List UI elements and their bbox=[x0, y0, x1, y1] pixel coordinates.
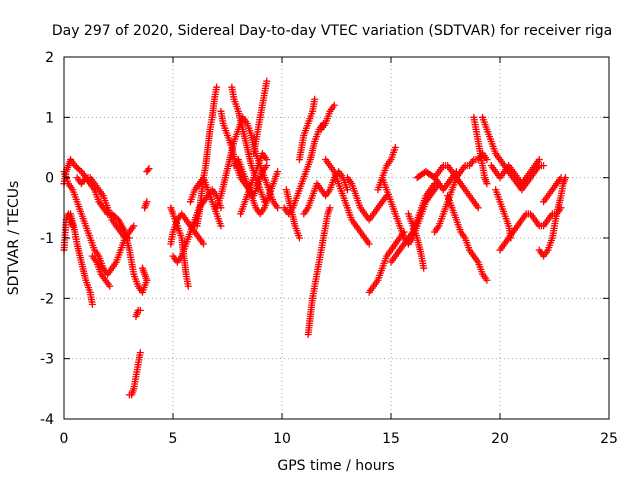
data-point bbox=[217, 222, 225, 230]
y-axis-label: SDTVAR / TECUs bbox=[6, 181, 22, 296]
y-tick-label: -1 bbox=[40, 231, 54, 247]
y-tick-label: -3 bbox=[40, 352, 54, 368]
series-track-44 bbox=[535, 174, 569, 260]
data-point bbox=[295, 234, 303, 242]
series-track-13 bbox=[167, 204, 192, 290]
series-track-22 bbox=[237, 150, 271, 218]
series-track-30 bbox=[343, 174, 391, 224]
series-track-24 bbox=[280, 119, 327, 218]
data-point bbox=[326, 204, 334, 212]
series-track-04 bbox=[67, 210, 96, 308]
data-point bbox=[73, 163, 81, 171]
data-point bbox=[557, 174, 565, 182]
data-point bbox=[483, 156, 491, 164]
series-track-15 bbox=[193, 83, 221, 230]
data-point bbox=[143, 276, 151, 284]
data-point bbox=[136, 349, 144, 357]
data-point bbox=[213, 83, 221, 91]
series-track-38 bbox=[444, 192, 491, 284]
y-tick-label: 0 bbox=[45, 171, 54, 187]
data-point bbox=[184, 282, 192, 290]
x-tick-label: 10 bbox=[273, 431, 291, 447]
x-tick-label: 5 bbox=[169, 431, 178, 447]
data-point bbox=[74, 165, 82, 173]
series-track-03 bbox=[60, 168, 138, 278]
series-track-25 bbox=[295, 95, 319, 164]
data-point bbox=[130, 222, 138, 230]
data-point bbox=[263, 77, 271, 85]
series-track-19 bbox=[250, 77, 271, 158]
data-point bbox=[143, 198, 151, 206]
series-track-43 bbox=[487, 156, 543, 188]
data-point bbox=[507, 234, 515, 242]
chart-title: Day 297 of 2020, Sidereal Day-to-day VTE… bbox=[52, 23, 612, 39]
data-point bbox=[263, 156, 271, 164]
data-point bbox=[274, 204, 282, 212]
data-point bbox=[263, 162, 271, 170]
x-axis-label: GPS time / hours bbox=[277, 458, 394, 474]
series-track-31 bbox=[365, 228, 408, 296]
data-point bbox=[535, 156, 543, 164]
data-points bbox=[60, 77, 569, 399]
series-track-07 bbox=[125, 349, 144, 399]
series-track-05 bbox=[88, 252, 114, 290]
data-point bbox=[200, 240, 208, 248]
series-track-06 bbox=[73, 174, 133, 242]
series-track-26 bbox=[304, 204, 334, 339]
data-point bbox=[343, 186, 351, 194]
data-point bbox=[136, 306, 144, 314]
series-track-11 bbox=[143, 165, 153, 176]
data-point bbox=[483, 276, 491, 284]
data-point bbox=[474, 204, 482, 212]
data-point bbox=[483, 180, 491, 188]
series-track-02 bbox=[60, 156, 151, 296]
series-track-18 bbox=[228, 83, 269, 206]
series-track-39 bbox=[431, 162, 482, 212]
y-tick-label: 2 bbox=[45, 50, 54, 66]
data-point bbox=[420, 264, 428, 272]
y-tick-label: -4 bbox=[40, 412, 54, 428]
axis-ticks: 0 5 10 15 20 25 -4 -3 -2 -1 0 1 2 bbox=[40, 50, 618, 447]
data-point bbox=[145, 165, 153, 173]
series-track-09 bbox=[138, 264, 151, 284]
series-track-28 bbox=[317, 101, 338, 133]
series-track-08 bbox=[132, 306, 144, 320]
series-track-35 bbox=[387, 180, 439, 266]
x-tick-label: 25 bbox=[600, 431, 618, 447]
series-track-45 bbox=[540, 174, 565, 206]
data-point bbox=[330, 101, 338, 109]
data-point bbox=[106, 282, 114, 290]
series-track-20 bbox=[186, 174, 225, 230]
data-point bbox=[144, 166, 152, 174]
y-tick-label: 1 bbox=[45, 110, 54, 126]
x-tick-label: 20 bbox=[491, 431, 509, 447]
series-track-21 bbox=[230, 156, 282, 218]
x-tick-label: 15 bbox=[382, 431, 400, 447]
series-track-10 bbox=[141, 198, 151, 212]
data-point bbox=[365, 240, 373, 248]
data-point bbox=[125, 234, 133, 242]
data-point bbox=[274, 168, 282, 176]
series-track-29 bbox=[322, 156, 373, 248]
data-point bbox=[113, 214, 121, 222]
y-tick-label: -2 bbox=[40, 291, 54, 307]
data-point bbox=[311, 95, 319, 103]
series-track-46 bbox=[492, 186, 515, 242]
data-point bbox=[88, 300, 96, 308]
x-tick-label: 0 bbox=[60, 431, 69, 447]
series-track-40 bbox=[470, 113, 491, 188]
data-point bbox=[71, 162, 79, 170]
series-track-34 bbox=[404, 210, 428, 272]
data-point bbox=[76, 166, 84, 174]
data-point bbox=[540, 162, 548, 170]
data-point bbox=[391, 144, 399, 151]
